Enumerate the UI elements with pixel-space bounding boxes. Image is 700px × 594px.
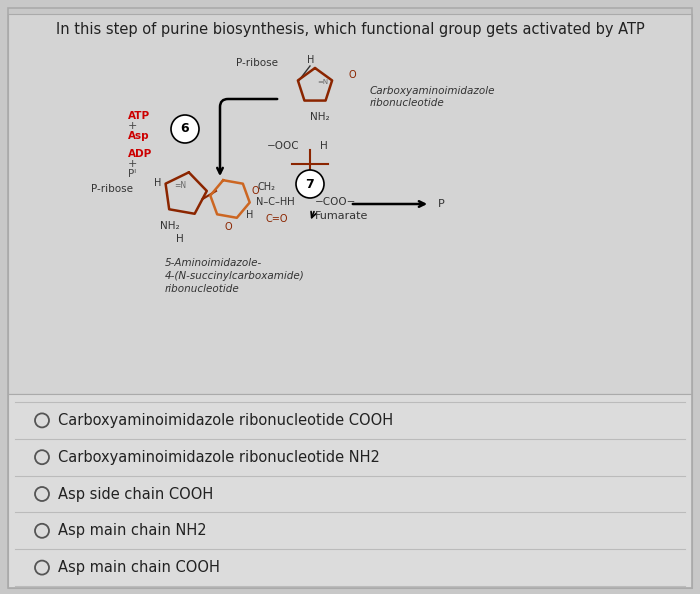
Text: NH₂: NH₂ <box>160 221 180 231</box>
Text: =N: =N <box>174 182 186 191</box>
Text: ribonucleotide: ribonucleotide <box>165 284 239 294</box>
Text: Asp main chain NH2: Asp main chain NH2 <box>58 523 206 538</box>
Text: +: + <box>128 121 137 131</box>
Circle shape <box>171 115 199 143</box>
Text: CH₂: CH₂ <box>258 182 276 192</box>
Text: −COO−: −COO− <box>315 197 356 207</box>
Text: Carboxyaminoimidazole ribonucleotide COOH: Carboxyaminoimidazole ribonucleotide COO… <box>58 413 393 428</box>
Text: NH₂: NH₂ <box>310 112 330 122</box>
Text: C=O: C=O <box>266 214 288 224</box>
Text: H: H <box>153 178 161 188</box>
Text: In this step of purine biosynthesis, which functional group gets activated by AT: In this step of purine biosynthesis, whi… <box>55 22 645 37</box>
Text: P-ribose: P-ribose <box>236 58 278 68</box>
Bar <box>8 14 692 394</box>
Text: N–C–H: N–C–H <box>256 197 287 207</box>
Text: 5-Aminoimidazole-: 5-Aminoimidazole- <box>165 258 262 268</box>
Text: P: P <box>438 199 444 209</box>
Text: H: H <box>246 210 253 220</box>
Text: O: O <box>224 222 232 232</box>
Text: ribonucleotide: ribonucleotide <box>370 98 444 108</box>
Text: 4-(N-succinylcarboxamide): 4-(N-succinylcarboxamide) <box>165 271 304 281</box>
Text: Carboxyaminoimidazole ribonucleotide NH2: Carboxyaminoimidazole ribonucleotide NH2 <box>58 450 380 465</box>
Text: 7: 7 <box>306 178 314 191</box>
Text: Asp side chain COOH: Asp side chain COOH <box>58 486 213 501</box>
Text: Asp: Asp <box>128 131 150 141</box>
Bar <box>8 394 692 588</box>
Text: −OOC: −OOC <box>267 141 300 151</box>
Text: Asp main chain COOH: Asp main chain COOH <box>58 560 220 575</box>
Text: O: O <box>348 71 356 80</box>
Text: 6: 6 <box>181 122 189 135</box>
Text: H: H <box>307 55 315 65</box>
Text: =N: =N <box>317 79 328 85</box>
Text: H: H <box>176 234 184 244</box>
Text: Fumarate: Fumarate <box>315 211 368 221</box>
Text: ADP: ADP <box>128 149 153 159</box>
Text: H: H <box>287 197 295 207</box>
Text: P-ribose: P-ribose <box>91 184 133 194</box>
Circle shape <box>296 170 324 198</box>
Text: Carboxyaminoimidazole: Carboxyaminoimidazole <box>370 86 496 96</box>
Text: O: O <box>252 186 260 196</box>
Text: ATP: ATP <box>128 111 150 121</box>
Text: Pᴵ: Pᴵ <box>128 169 136 179</box>
Text: H: H <box>320 141 328 151</box>
Text: +: + <box>128 159 137 169</box>
